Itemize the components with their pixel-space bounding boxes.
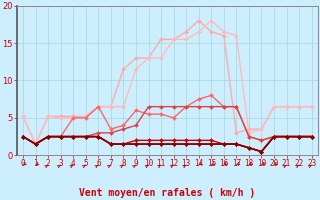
X-axis label: Vent moyen/en rafales ( km/h ): Vent moyen/en rafales ( km/h ) (79, 188, 255, 198)
